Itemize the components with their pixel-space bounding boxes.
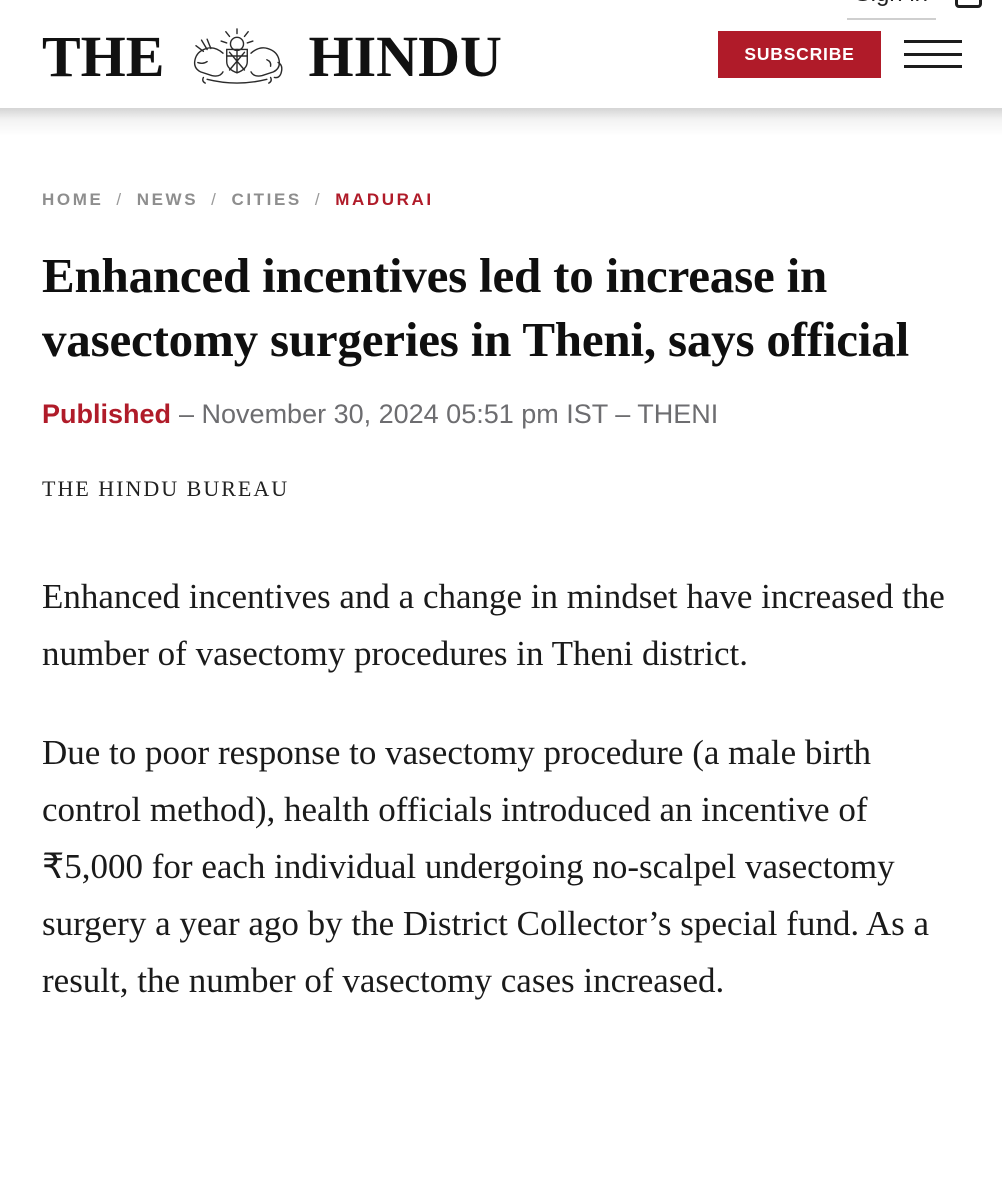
hindu-logo[interactable]: THE HINDU xyxy=(42,23,718,90)
header-shadow-divider xyxy=(0,108,1002,136)
article-title: Enhanced incentives led to increase in v… xyxy=(42,248,909,367)
hamburger-bar xyxy=(904,40,962,43)
site-header: THE HINDU xyxy=(0,0,1002,108)
published-label: Published xyxy=(42,399,172,429)
hamburger-bar xyxy=(904,65,962,68)
article-paragraph-2: Due to poor response to vasectomy proced… xyxy=(42,733,930,1000)
logo-text-hindu: HINDU xyxy=(308,23,502,89)
hamburger-menu-icon[interactable] xyxy=(904,39,962,69)
breadcrumb-cities[interactable]: CITIES xyxy=(231,190,302,209)
breadcrumb-separator: / xyxy=(116,190,124,209)
subscribe-button[interactable]: SUBSCRIBE xyxy=(718,30,881,78)
sign-in-label: Sign in xyxy=(855,0,928,7)
breadcrumb-separator: / xyxy=(314,190,323,209)
hamburger-bar xyxy=(904,52,962,56)
breadcrumb: HOME / NEWS / CITIES / MADURAI xyxy=(42,190,960,210)
breadcrumb-home[interactable]: HOME xyxy=(42,190,104,209)
hindu-emblem-icon xyxy=(193,28,282,84)
published-meta: Published – November 30, 2024 05:51 pm IS… xyxy=(42,398,960,430)
breadcrumb-separator: / xyxy=(211,190,219,209)
byline-author[interactable]: THE HINDU BUREAU xyxy=(42,476,290,501)
breadcrumb-madurai[interactable]: MADURAI xyxy=(335,190,434,209)
article-paragraph-1: Enhanced incentives and a change in mind… xyxy=(42,577,945,673)
article-content: HOME / NEWS / CITIES / MADURAI Enhanced incent… xyxy=(0,190,1002,1009)
published-date-place: – November 30, 2024 05:51 pm IST – THENI xyxy=(179,399,719,429)
article-body: Enhanced incentives and a change in mind… xyxy=(42,568,960,1009)
logo-text-the: THE xyxy=(42,23,165,89)
account-icon[interactable] xyxy=(955,0,982,8)
breadcrumb-news[interactable]: NEWS xyxy=(136,190,199,209)
sign-in-link[interactable]: Sign in xyxy=(846,0,936,20)
